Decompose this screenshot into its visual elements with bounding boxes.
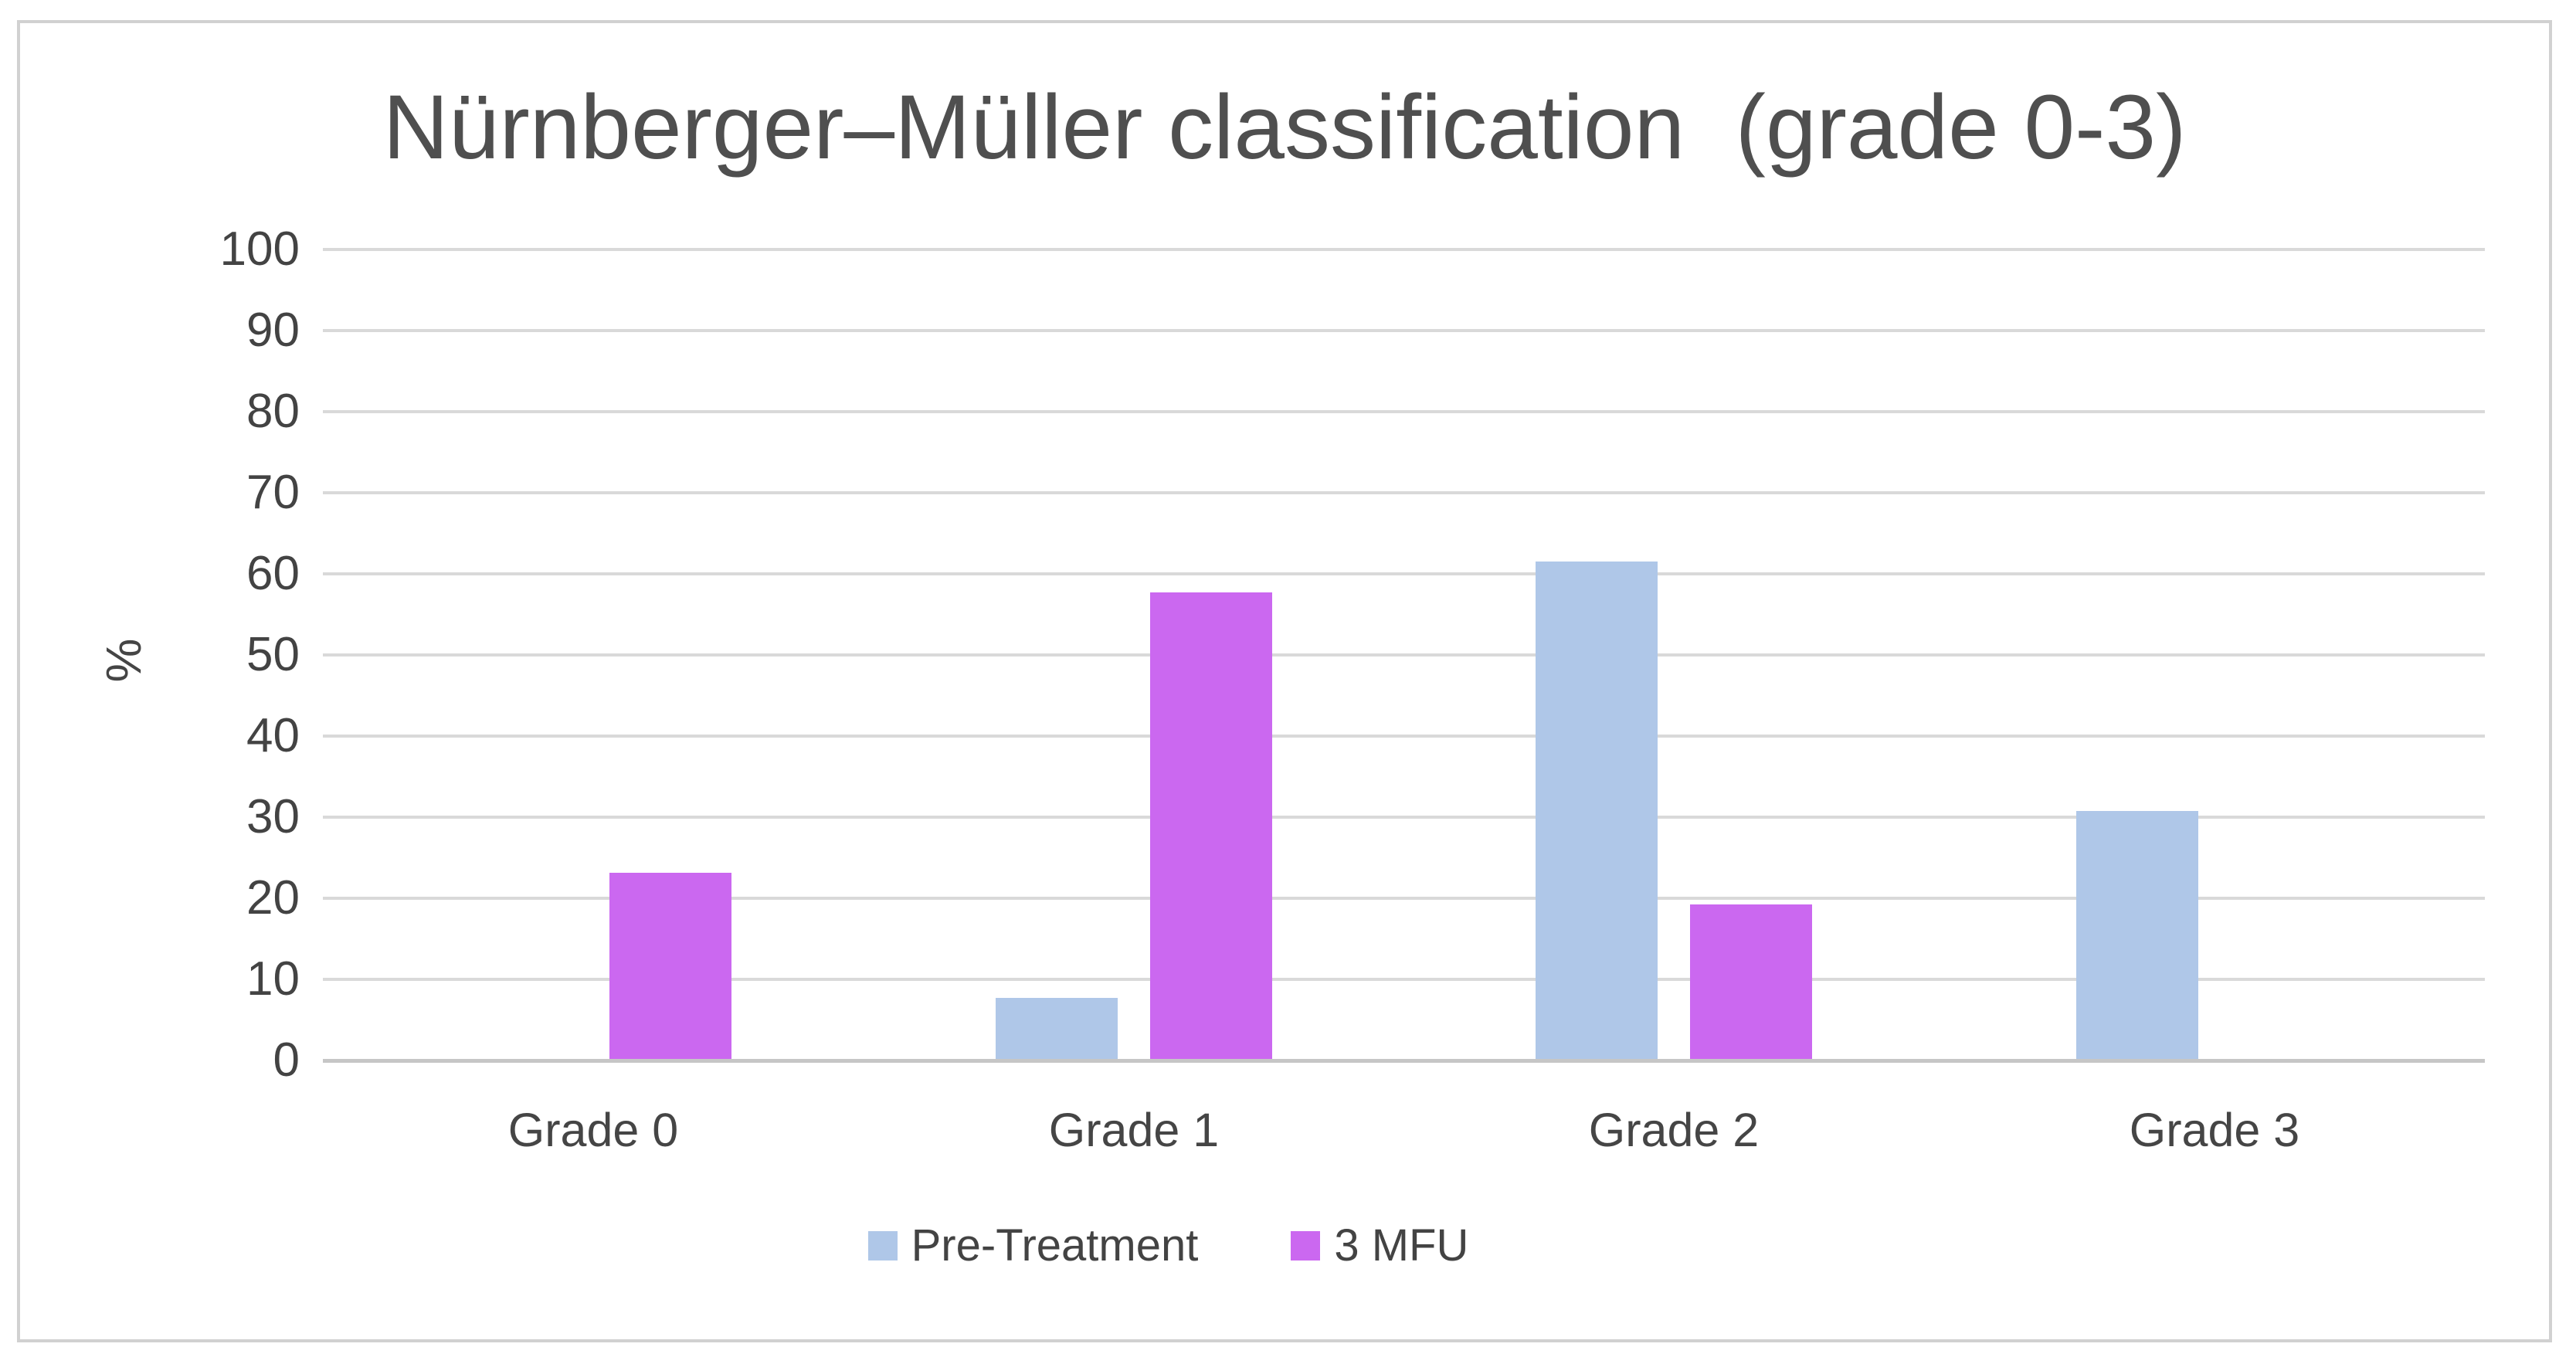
y-tick-label: 0 <box>273 1033 300 1087</box>
legend-item: Pre-Treatment <box>867 1219 1199 1273</box>
gridline <box>323 572 2485 575</box>
y-tick-label: 100 <box>219 222 300 276</box>
gridline <box>323 410 2485 413</box>
y-tick-label: 90 <box>246 304 300 357</box>
gridline <box>323 329 2485 332</box>
gridline <box>323 978 2485 981</box>
y-tick-label: 70 <box>246 466 300 519</box>
x-axis-label: Grade 0 <box>507 1104 679 1156</box>
y-tick-label: 80 <box>246 385 300 438</box>
y-tick-label: 60 <box>246 547 300 600</box>
x-axis-label: Grade 2 <box>1588 1104 1760 1156</box>
legend-item: 3 MFU <box>1291 1219 1468 1273</box>
legend-items: Pre-Treatment 3 MFU <box>867 1219 1468 1273</box>
legend-swatch-icon <box>867 1231 898 1261</box>
chart-frame <box>17 20 2552 1342</box>
y-tick-label: 20 <box>246 871 300 925</box>
legend-label: Pre-Treatment <box>911 1220 1199 1271</box>
gridline <box>323 897 2485 900</box>
bar-pre-treatment-grade-3 <box>2076 811 2198 1059</box>
y-tick-label: 30 <box>246 790 300 843</box>
gridline <box>323 248 2485 251</box>
gridline <box>323 491 2485 494</box>
x-axis-label: Grade 3 <box>2129 1104 2300 1156</box>
legend-label: 3 MFU <box>1334 1220 1469 1271</box>
x-axis-label: Grade 1 <box>1048 1104 1220 1156</box>
y-tick-label: 40 <box>246 709 300 762</box>
legend: Pre-Treatment 3 MFU <box>0 1219 2576 1273</box>
gridline <box>323 816 2485 819</box>
bar-3-mfu-grade-0 <box>609 873 731 1059</box>
legend-swatch-icon <box>1291 1231 1321 1261</box>
bar-pre-treatment-grade-1 <box>996 998 1118 1059</box>
y-tick-label: 50 <box>246 628 300 681</box>
x-axis-line <box>323 1059 2485 1063</box>
bar-3-mfu-grade-2 <box>1690 904 1812 1059</box>
gridline <box>323 735 2485 738</box>
y-tick-label: 10 <box>246 952 300 1006</box>
chart-title: Nürnberger–Müller classification (grade … <box>382 76 2187 178</box>
bar-3-mfu-grade-1 <box>1150 592 1272 1059</box>
bar-pre-treatment-grade-2 <box>1536 562 1658 1059</box>
gridline <box>323 653 2485 657</box>
